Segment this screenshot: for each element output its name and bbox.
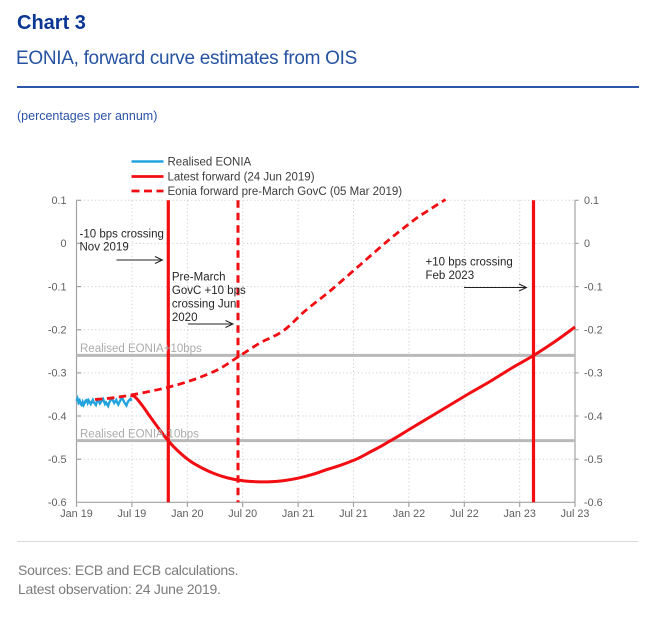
svg-text:Jan 20: Jan 20 — [171, 508, 203, 520]
svg-text:Nov 2019: Nov 2019 — [80, 242, 129, 254]
svg-text:Latest forward (24 Jun 2019): Latest forward (24 Jun 2019) — [168, 172, 315, 184]
svg-text:Realised EONIA+10bps: Realised EONIA+10bps — [80, 343, 202, 355]
svg-text:0.1: 0.1 — [584, 195, 599, 207]
svg-text:-0.3: -0.3 — [48, 368, 67, 380]
svg-text:-0.2: -0.2 — [48, 325, 67, 337]
svg-text:Jul 19: Jul 19 — [117, 508, 146, 520]
svg-text:-0.6: -0.6 — [584, 497, 603, 509]
svg-text:Pre-March: Pre-March — [172, 272, 226, 284]
svg-text:-0.1: -0.1 — [584, 281, 603, 293]
svg-text:-0.5: -0.5 — [584, 454, 603, 466]
svg-text:Realised EONIA-10bps: Realised EONIA-10bps — [80, 428, 199, 440]
svg-text:0: 0 — [584, 238, 590, 250]
svg-text:-0.4: -0.4 — [48, 411, 67, 423]
svg-text:GovC +10 bps: GovC +10 bps — [172, 285, 246, 297]
svg-text:Jan 19: Jan 19 — [60, 508, 92, 520]
svg-text:-0.2: -0.2 — [584, 325, 603, 337]
svg-text:-0.3: -0.3 — [584, 368, 603, 380]
svg-text:Jul 23: Jul 23 — [561, 508, 590, 520]
svg-text:0.1: 0.1 — [51, 195, 66, 207]
svg-text:Feb 2023: Feb 2023 — [426, 270, 475, 282]
svg-text:Jan 23: Jan 23 — [503, 508, 535, 520]
svg-text:-10 bps crossing: -10 bps crossing — [80, 229, 164, 241]
svg-text:Eonia forward pre-March GovC (: Eonia forward pre-March GovC (05 Mar 201… — [168, 186, 403, 198]
svg-text:-0.4: -0.4 — [584, 411, 603, 423]
svg-text:+10 bps crossing: +10 bps crossing — [426, 257, 513, 269]
svg-text:2020: 2020 — [172, 312, 198, 324]
svg-text:Jul 21: Jul 21 — [339, 508, 368, 520]
svg-text:-0.5: -0.5 — [48, 454, 67, 466]
svg-text:Jul 22: Jul 22 — [450, 508, 479, 520]
svg-text:Jul 20: Jul 20 — [228, 508, 257, 520]
svg-text:-0.6: -0.6 — [48, 497, 67, 509]
svg-text:crossing Jun: crossing Jun — [172, 298, 237, 310]
svg-text:0: 0 — [60, 238, 66, 250]
svg-text:-0.1: -0.1 — [48, 281, 67, 293]
svg-text:Jan 22: Jan 22 — [393, 508, 425, 520]
svg-text:Jan 21: Jan 21 — [282, 508, 314, 520]
svg-text:Realised EONIA: Realised EONIA — [168, 157, 252, 169]
